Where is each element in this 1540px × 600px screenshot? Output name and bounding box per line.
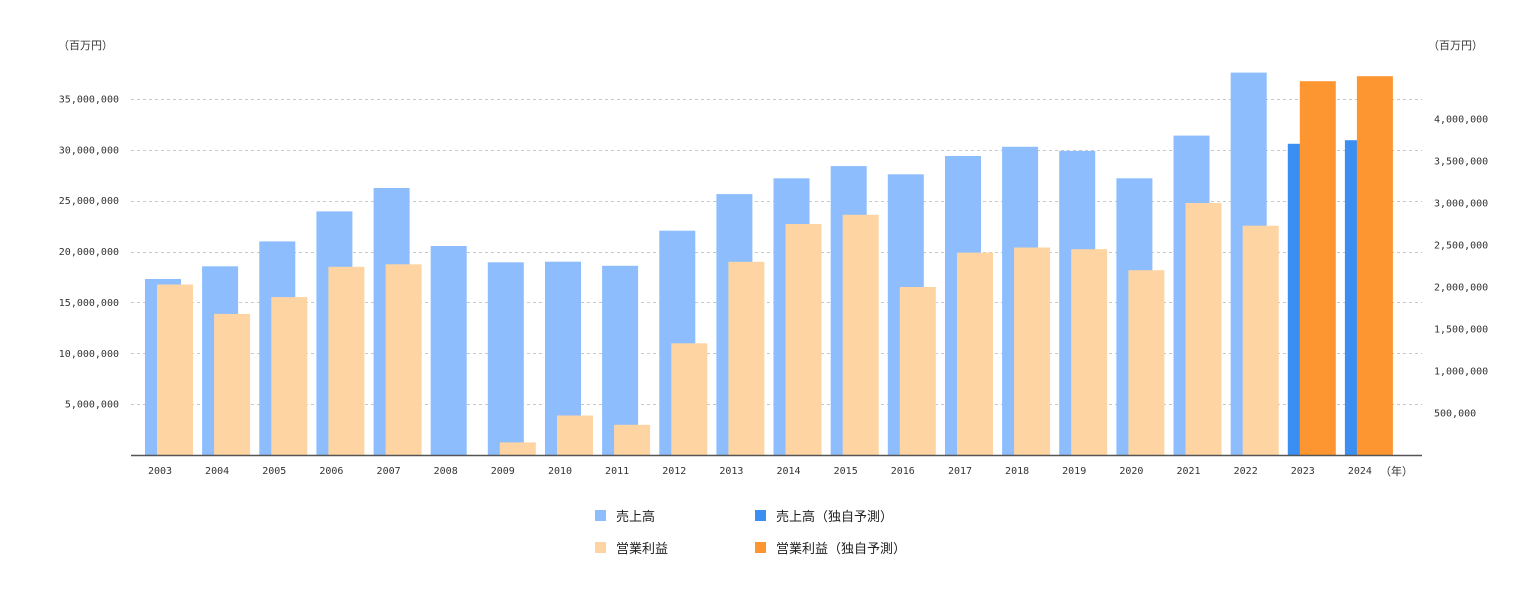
profit-bar-2017 (957, 252, 993, 455)
legend-swatch-profit (595, 541, 606, 553)
x-tick-label: 2023 (1291, 466, 1315, 477)
profit-bar-2018 (1014, 247, 1051, 455)
x-tick-label: 2016 (891, 466, 915, 477)
profit-forecast-bar-2024 (1356, 76, 1393, 455)
x-tick-label: 2021 (1176, 466, 1200, 477)
left-axis-unit-label: （百万円） (58, 39, 113, 52)
x-tick-label: 2006 (319, 466, 343, 477)
left-tick-label: 20,000,000 (59, 247, 119, 258)
profit-bar-2011 (614, 424, 651, 455)
x-tick-label: 2005 (262, 466, 286, 477)
x-tick-label: 2017 (948, 466, 972, 477)
right-tick-label: 1,500,000 (1434, 325, 1488, 336)
left-axis-ticks: 5,000,000 10,000,000 15,000,000 20,000,000 2… (59, 95, 119, 411)
x-tick-label: 2019 (1062, 466, 1086, 477)
x-axis-unit-label: （年） (1380, 464, 1413, 478)
x-tick-label: 2007 (377, 466, 401, 477)
profit-bar-2004 (214, 313, 251, 455)
x-axis-ticks: 2003 2004 2005 2006 2007 2008 2009 2010 2011 2012… (148, 466, 1372, 477)
legend-item-sales: 売上高 (595, 505, 655, 525)
legend-item-profit-forecast: 営業利益（独自予測） (755, 537, 906, 557)
right-tick-label: 2,000,000 (1434, 283, 1488, 294)
profit-bar-2021 (1185, 203, 1222, 455)
sales-bar-2009 (487, 262, 524, 455)
left-tick-label: 25,000,000 (59, 196, 119, 207)
x-tick-label: 2012 (662, 466, 686, 477)
left-tick-label: 5,000,000 (65, 400, 119, 411)
profit-bar-2013 (728, 261, 765, 455)
profit-bar-2006 (328, 266, 365, 455)
profit-bar-2007 (385, 264, 422, 455)
x-tick-label: 2010 (548, 466, 572, 477)
chart: 5,000,000 10,000,000 15,000,000 20,000,000 2… (58, 39, 1488, 478)
legend-label-profit-forecast: 営業利益（独自予測） (776, 541, 907, 557)
profit-bar-2016 (899, 287, 936, 455)
x-tick-label: 2003 (148, 466, 172, 477)
profit-bar-2003 (157, 284, 193, 455)
x-tick-label: 2009 (491, 466, 515, 477)
x-tick-label: 2011 (605, 466, 629, 477)
left-tick-label: 10,000,000 (59, 349, 119, 360)
legend-label-sales-forecast: 売上高（独自予測） (776, 509, 894, 525)
legend-swatch-profit-forecast (755, 541, 766, 553)
legend-item-sales-forecast: 売上高（独自予測） (755, 505, 893, 525)
legend-label-sales: 売上高 (616, 509, 656, 525)
x-tick-label: 2015 (834, 466, 858, 477)
profit-bar-2014 (785, 224, 822, 455)
x-tick-label: 2022 (1234, 466, 1258, 477)
legend: 売上高 売上高（独自予測） 営業利益 営業利益（独自予測） (595, 505, 955, 565)
right-axis-unit-label: （百万円） (1428, 39, 1483, 52)
x-tick-label: 2020 (1119, 466, 1143, 477)
legend-swatch-sales (595, 509, 606, 521)
left-tick-label: 15,000,000 (59, 298, 119, 309)
right-tick-label: 3,500,000 (1434, 157, 1488, 168)
x-tick-label: 2004 (205, 466, 229, 477)
right-axis-ticks: 500,000 1,000,000 1,500,000 2,000,000 2,500,… (1434, 115, 1488, 420)
legend-item-profit: 営業利益 (595, 537, 668, 557)
profit-forecast-bar-2023 (1299, 81, 1336, 455)
x-tick-label: 2018 (1005, 466, 1029, 477)
sales-bar-2011 (602, 265, 639, 455)
profit-bar-2005 (271, 297, 308, 455)
right-tick-label: 3,000,000 (1434, 199, 1488, 210)
x-tick-label: 2024 (1348, 466, 1372, 477)
legend-label-profit: 営業利益 (616, 541, 669, 557)
x-tick-label: 2008 (434, 466, 458, 477)
sales-bar-2008 (430, 246, 467, 455)
right-tick-label: 500,000 (1434, 409, 1476, 420)
x-tick-label: 2013 (719, 466, 743, 477)
right-tick-label: 4,000,000 (1434, 115, 1488, 126)
legend-swatch-sales-forecast (755, 509, 766, 521)
profit-bar-2020 (1128, 270, 1165, 455)
profit-bar-2019 (1071, 249, 1108, 455)
left-tick-label: 35,000,000 (59, 95, 119, 106)
profit-bar-2010 (557, 415, 593, 455)
profit-bar-2009 (499, 442, 536, 455)
profit-bar-2015 (842, 214, 879, 455)
left-tick-label: 30,000,000 (59, 145, 119, 156)
profit-bar-2022 (1242, 225, 1279, 455)
right-tick-label: 2,500,000 (1434, 241, 1488, 252)
x-tick-label: 2014 (776, 466, 800, 477)
profit-bar-2012 (671, 343, 708, 455)
right-tick-label: 1,000,000 (1434, 367, 1488, 378)
profit-bars (157, 76, 1393, 455)
